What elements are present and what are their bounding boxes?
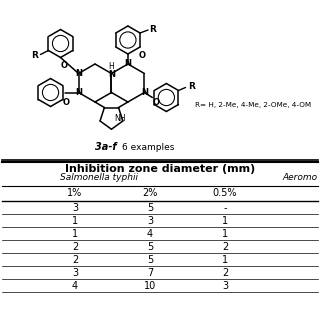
Text: -: -	[223, 203, 227, 213]
Text: 2: 2	[222, 268, 228, 278]
Text: O: O	[153, 98, 160, 107]
Text: N: N	[141, 88, 148, 97]
Text: O: O	[139, 52, 145, 60]
Text: R: R	[188, 82, 195, 91]
Text: Salmonella typhii: Salmonella typhii	[60, 173, 138, 182]
Text: Aeromo: Aeromo	[283, 173, 318, 182]
Text: R: R	[31, 51, 38, 60]
Text: 3: 3	[222, 281, 228, 291]
Text: R= H, 2-Me, 4-Me, 2-OMe, 4-OM: R= H, 2-Me, 4-Me, 2-OMe, 4-OM	[195, 102, 311, 108]
Text: 6 examples: 6 examples	[122, 142, 174, 151]
Text: 2: 2	[72, 255, 78, 265]
Text: 7: 7	[147, 268, 153, 278]
Text: 3: 3	[72, 203, 78, 213]
Text: 4: 4	[147, 229, 153, 239]
Text: 3: 3	[147, 216, 153, 226]
Text: N: N	[108, 70, 115, 79]
Text: R: R	[149, 25, 156, 34]
Text: 5: 5	[147, 203, 153, 213]
Text: N: N	[75, 88, 82, 97]
Text: 5: 5	[147, 255, 153, 265]
Text: H: H	[108, 62, 114, 71]
Text: Inhibition zone diameter (mm): Inhibition zone diameter (mm)	[65, 164, 255, 174]
Text: 3a-f: 3a-f	[95, 142, 116, 152]
Text: 10: 10	[144, 281, 156, 291]
Text: O: O	[61, 61, 68, 70]
Text: N: N	[75, 69, 82, 78]
Text: 0.5%: 0.5%	[213, 188, 237, 198]
Text: 3: 3	[72, 268, 78, 278]
Text: 1: 1	[222, 255, 228, 265]
Text: 2: 2	[222, 242, 228, 252]
Text: 1: 1	[222, 216, 228, 226]
Text: O: O	[63, 98, 70, 107]
Text: N: N	[124, 60, 132, 68]
Text: 5: 5	[147, 242, 153, 252]
Text: 2%: 2%	[142, 188, 158, 198]
Text: 1: 1	[72, 216, 78, 226]
Text: 1%: 1%	[68, 188, 83, 198]
Text: 1: 1	[72, 229, 78, 239]
Text: 4: 4	[72, 281, 78, 291]
Text: 1: 1	[222, 229, 228, 239]
Text: NH: NH	[115, 114, 126, 123]
Text: 2: 2	[72, 242, 78, 252]
